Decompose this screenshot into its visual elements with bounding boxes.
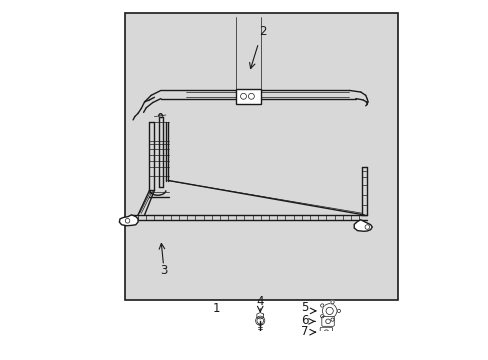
Circle shape — [330, 301, 333, 304]
Bar — [124, 13, 398, 300]
FancyBboxPatch shape — [321, 316, 334, 326]
Text: 6: 6 — [300, 314, 308, 327]
Text: 2: 2 — [258, 25, 266, 38]
Circle shape — [320, 304, 323, 307]
Text: 3: 3 — [160, 264, 167, 277]
Polygon shape — [256, 312, 263, 319]
Text: 7: 7 — [300, 325, 308, 338]
Circle shape — [330, 318, 333, 321]
Circle shape — [322, 304, 336, 318]
Bar — [236, 89, 260, 104]
FancyBboxPatch shape — [320, 327, 332, 337]
Text: 5: 5 — [301, 301, 308, 314]
Text: 4: 4 — [256, 294, 264, 307]
Text: 1: 1 — [212, 302, 220, 315]
Circle shape — [320, 315, 323, 318]
Polygon shape — [353, 220, 371, 231]
Circle shape — [337, 309, 340, 312]
Polygon shape — [119, 215, 138, 226]
